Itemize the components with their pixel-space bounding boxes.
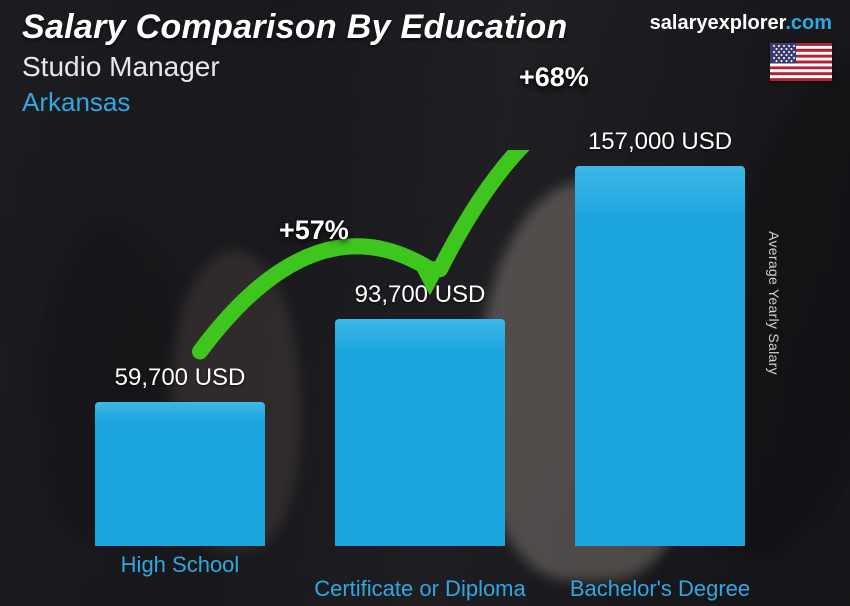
bar-chart: 59,700 USDHigh School93,700 USDCertifica…	[60, 150, 780, 546]
increase-pct-1: +68%	[519, 62, 589, 93]
bar-label-1: Certificate or Diploma	[310, 576, 530, 602]
flag-icon	[770, 43, 832, 81]
subtitle: Studio Manager	[22, 51, 568, 83]
page-title: Salary Comparison By Education	[22, 8, 568, 47]
bar-label-2: Bachelor's Degree	[550, 576, 770, 602]
increase-arrow-1	[60, 150, 820, 570]
brand-name: salaryexplorer	[650, 12, 786, 34]
location: Arkansas	[22, 87, 568, 118]
brand-tld: .com	[785, 12, 832, 34]
brand-text: salaryexplorer.com	[650, 12, 832, 35]
brand-block: salaryexplorer.com	[650, 12, 832, 81]
header: Salary Comparison By Education Studio Ma…	[22, 8, 568, 118]
